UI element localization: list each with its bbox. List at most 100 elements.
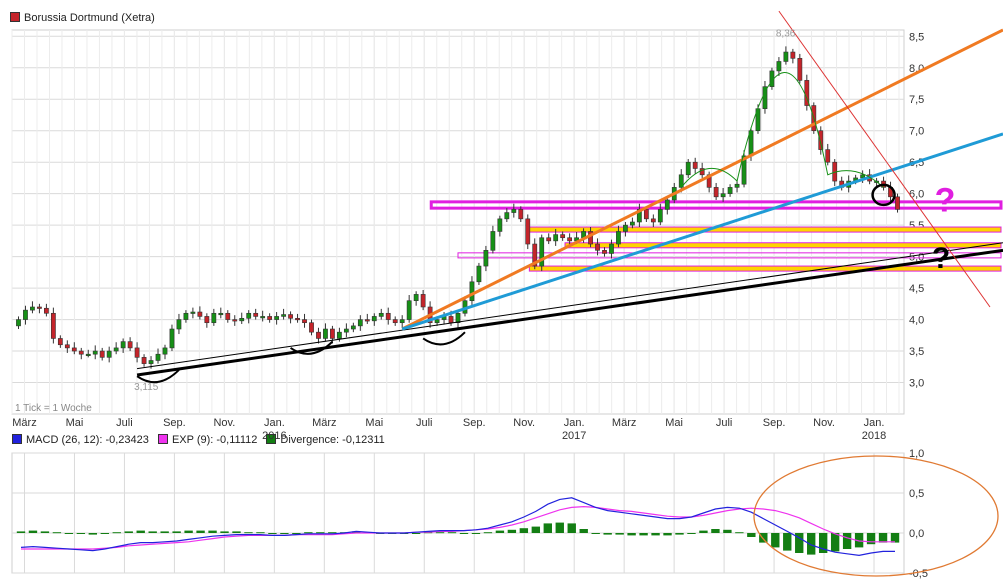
tick-note: 1 Tick = 1 Woche <box>15 403 92 414</box>
low-label: 3,115 <box>134 382 159 393</box>
divergence-bar <box>830 533 840 552</box>
divergence-bar <box>675 533 684 535</box>
title-swatch <box>10 12 20 22</box>
candle-down <box>602 250 607 254</box>
price-tick-label: 7,0 <box>909 126 924 138</box>
candle-up <box>399 319 405 324</box>
divergence-bar <box>304 532 313 534</box>
price-y-axis: 3,03,54,04,55,05,56,06,57,07,58,08,5 <box>909 31 924 389</box>
candle-up <box>741 155 747 185</box>
candle-up <box>343 328 349 333</box>
candle-down <box>420 294 426 308</box>
candle-down <box>448 316 454 324</box>
divergence-bar <box>100 533 109 534</box>
divergence-bar <box>160 531 169 533</box>
candle-down <box>302 319 307 324</box>
candle-down <box>267 316 273 320</box>
divergence-bar <box>495 530 505 533</box>
candle-up <box>469 281 475 301</box>
x-tick-label: März <box>612 417 636 429</box>
divergence-bar <box>232 531 241 533</box>
x-tick-label: Sep. <box>763 417 786 429</box>
x-tick-label: März <box>312 417 336 429</box>
candle-down <box>364 319 370 322</box>
price-x-axis: März Mai Juli Sep. Nov. Jan. März Mai Juli Sep. No… <box>12 417 886 442</box>
black-question-mark: ? <box>932 242 950 275</box>
macd-highlight-ellipse <box>753 455 999 577</box>
candle-up <box>378 312 384 317</box>
candle-up <box>92 350 98 355</box>
candle-down <box>713 187 719 198</box>
divergence-bar <box>507 529 517 533</box>
divergence-bar <box>795 533 804 553</box>
candle-up <box>727 187 733 194</box>
candle-down <box>392 319 398 324</box>
x-tick-label: Juli <box>716 417 733 429</box>
candle-down <box>225 312 231 320</box>
candle-down <box>309 322 314 333</box>
x-year-label: 2018 <box>862 430 886 442</box>
candle-down <box>204 316 210 324</box>
magenta-question-mark: ? <box>935 181 956 219</box>
candle-up <box>260 316 266 319</box>
candle-up <box>413 294 419 301</box>
candle-up <box>783 51 789 62</box>
divergence-bar <box>28 530 38 533</box>
candle-up <box>664 199 670 210</box>
candle-up <box>762 86 768 109</box>
candle-up <box>476 265 482 283</box>
candle-up <box>176 319 182 330</box>
chart-title: Borussia Dortmund (Xetra) <box>10 12 155 24</box>
divergence-bar <box>447 532 457 534</box>
divergence-bar <box>663 533 672 536</box>
divergence-bar <box>196 530 205 533</box>
macd-legend: MACD (26, 12): -0,23423 EXP (9): -0,1111… <box>12 434 385 446</box>
candle-down <box>560 234 566 239</box>
candle-down <box>78 350 84 355</box>
price-grid <box>11 29 905 573</box>
candle-up <box>148 360 154 364</box>
high-label: 8,36 <box>776 28 796 39</box>
divergence-bar <box>699 530 708 533</box>
support-zones <box>429 200 1003 272</box>
x-tick-label: Mai <box>665 417 683 429</box>
candle-down <box>37 306 42 309</box>
macd-legend-item-0: MACD (26, 12): -0,23423 <box>12 434 149 446</box>
price-tick-label: 3,0 <box>909 378 924 390</box>
macd-y-axis: -0,50,00,51,0 <box>909 448 928 580</box>
price-frame <box>11 29 905 415</box>
candles <box>16 46 900 369</box>
x-year-label: 2017 <box>562 430 586 442</box>
candle-down <box>127 341 133 349</box>
orange-trend-line <box>401 28 1003 331</box>
magenta-outline-zone <box>457 252 1002 259</box>
candle-up <box>553 234 559 242</box>
x-tick-label: Sep. <box>463 417 486 429</box>
divergence-bar <box>280 533 289 534</box>
candle-down <box>134 347 140 358</box>
x-tick-label: Nov. <box>213 417 235 429</box>
candle-up <box>246 312 252 319</box>
trend-lines: ?? 8,36 3,115 <box>134 10 1003 393</box>
candle-up <box>211 312 217 324</box>
chart-title-text: Borussia Dortmund (Xetra) <box>24 12 155 24</box>
divergence-bar <box>759 533 768 543</box>
x-year-label: 2016 <box>262 430 286 442</box>
candle-up <box>323 328 328 339</box>
divergence-bar <box>723 529 732 533</box>
divergence-bar <box>220 531 229 533</box>
x-tick-label: Jan. <box>564 417 585 429</box>
divergence-bar <box>818 533 828 553</box>
divergence-bar <box>771 533 780 548</box>
divergence-bar <box>208 530 217 533</box>
candle-up <box>113 347 119 352</box>
candle-down <box>643 209 649 220</box>
yellow-zone-2 <box>564 242 1002 249</box>
candle-up <box>685 161 691 176</box>
divergence-bar <box>807 533 816 555</box>
candle-down <box>895 196 900 210</box>
macd-legend-item-1: EXP (9): -0,11112 <box>157 434 257 446</box>
price-tick-label: 4,5 <box>909 283 924 295</box>
divergence-bar <box>459 533 469 534</box>
candle-down <box>546 237 552 242</box>
